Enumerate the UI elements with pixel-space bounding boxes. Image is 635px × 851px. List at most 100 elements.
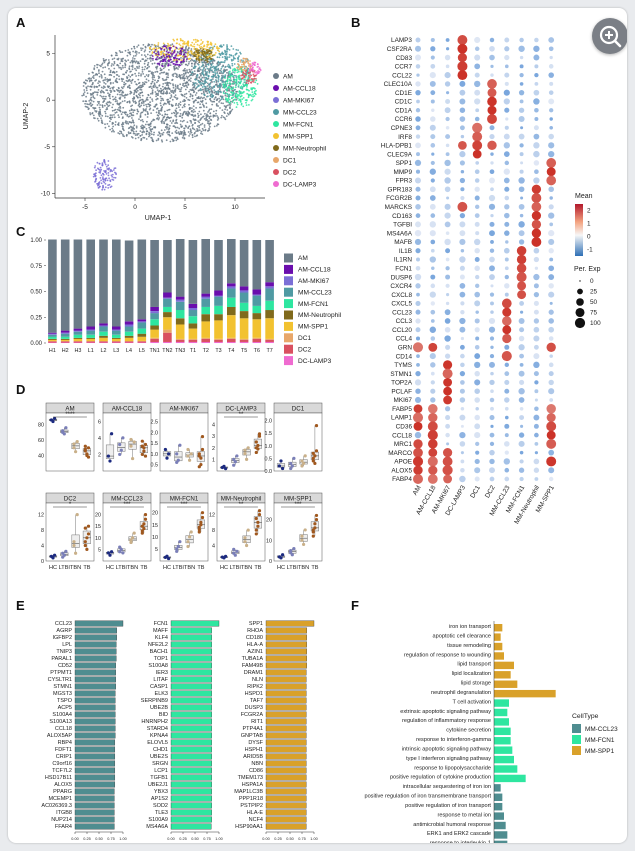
umap-point [177, 87, 179, 89]
stack-segment [214, 240, 223, 291]
umap-point [183, 79, 186, 82]
umap-point [149, 54, 152, 57]
corr-gene-label: ARID5B [243, 754, 263, 760]
umap-point [191, 114, 194, 117]
umap-point [99, 94, 102, 97]
corr-bar [265, 704, 307, 711]
dotplot-dot [534, 117, 539, 121]
umap-point [212, 71, 215, 74]
corr-gene-label: ALOX5AP [47, 733, 72, 739]
umap-point [236, 103, 239, 106]
umap-point [126, 133, 128, 136]
zoom-button[interactable] [592, 18, 627, 54]
box-point [142, 449, 146, 453]
corr-bar [74, 697, 116, 704]
dotplot-dot [549, 222, 554, 227]
umap-point [128, 84, 131, 87]
umap-point [138, 118, 140, 121]
dotplot-dot [533, 344, 539, 350]
box-point [300, 534, 304, 538]
umap-point [105, 89, 108, 91]
dotplot-dot [549, 196, 553, 200]
umap-point [135, 88, 138, 90]
umap-point [148, 105, 151, 108]
umap-point [159, 87, 162, 90]
umap-point [162, 54, 165, 57]
umap-point [165, 84, 168, 87]
umap-point [138, 101, 140, 103]
umap-point [145, 138, 148, 140]
umap-point [161, 77, 164, 80]
umap-point [128, 79, 130, 82]
stack-segment [252, 313, 262, 320]
umap-point [169, 125, 171, 127]
dotplot-gene-label: MARCO [388, 450, 412, 457]
umap-point [200, 43, 202, 46]
umap-point [209, 79, 212, 82]
corr-x-tick-label: 0.25 [179, 837, 186, 841]
dotplot-dot [429, 291, 436, 298]
umap-point [213, 89, 216, 91]
box-point [246, 528, 250, 532]
dotplot-dot [534, 477, 539, 481]
umap-point [205, 106, 208, 109]
corr-gene-label: HLA-E [247, 810, 264, 816]
umap-point [217, 79, 220, 81]
umap-point [215, 112, 217, 115]
umap-point [158, 117, 161, 119]
dotplot-dot [444, 212, 451, 219]
umap-point [183, 93, 186, 96]
umap-point [155, 67, 158, 70]
umap-point [206, 51, 209, 53]
corr-gene-label: TSPO [57, 698, 73, 704]
corr-bar [265, 788, 307, 795]
corr-gene-label: KPNA4 [150, 733, 168, 739]
umap-point [173, 57, 176, 59]
dotplot-dot [489, 397, 495, 403]
umap-point [192, 115, 195, 118]
stack-x-label: L5 [139, 348, 145, 354]
umap-point [118, 102, 121, 105]
umap-point [226, 95, 229, 97]
corr-gene-label: BACH1 [150, 649, 168, 655]
stack-y-tick-label: 0.25 [30, 315, 42, 321]
umap-point [102, 180, 105, 183]
corr-gene-label: TOP1 [154, 656, 168, 662]
umap-point [112, 86, 115, 89]
umap-point [257, 65, 260, 68]
umap-point [198, 68, 201, 70]
dotplot-dot [504, 476, 510, 482]
umap-point [195, 49, 198, 52]
dotplot-dot [488, 326, 496, 333]
dotplot-dot [488, 203, 496, 210]
umap-point [251, 91, 254, 93]
umap-point [203, 126, 206, 128]
group-label: TBN [241, 565, 252, 571]
facet-y-tick-label: 80 [38, 423, 44, 429]
umap-point [220, 70, 223, 73]
umap-point [167, 87, 170, 90]
umap-point [145, 132, 148, 135]
umap-x-tick-label: 0 [133, 204, 137, 211]
umap-point [196, 43, 199, 46]
umap-point [245, 69, 248, 72]
umap-point [162, 53, 165, 55]
umap-point [193, 48, 196, 50]
umap-legend-label: MM-Neutrophil [283, 145, 327, 152]
stack-segment [150, 329, 159, 338]
umap-point [206, 63, 209, 66]
dotplot-dot [445, 423, 451, 429]
stack-segment [163, 317, 172, 330]
umap-point [108, 167, 111, 170]
dotplot-dot [430, 362, 436, 368]
dotplot-dot [444, 221, 451, 228]
stack-segment [137, 336, 147, 341]
stack-segment [175, 339, 185, 342]
umap-point [225, 115, 228, 117]
stack-segment [60, 239, 70, 331]
box-point [311, 534, 315, 538]
umap-point [183, 56, 186, 58]
dotplot-dot [534, 432, 539, 438]
box-point [235, 454, 239, 458]
